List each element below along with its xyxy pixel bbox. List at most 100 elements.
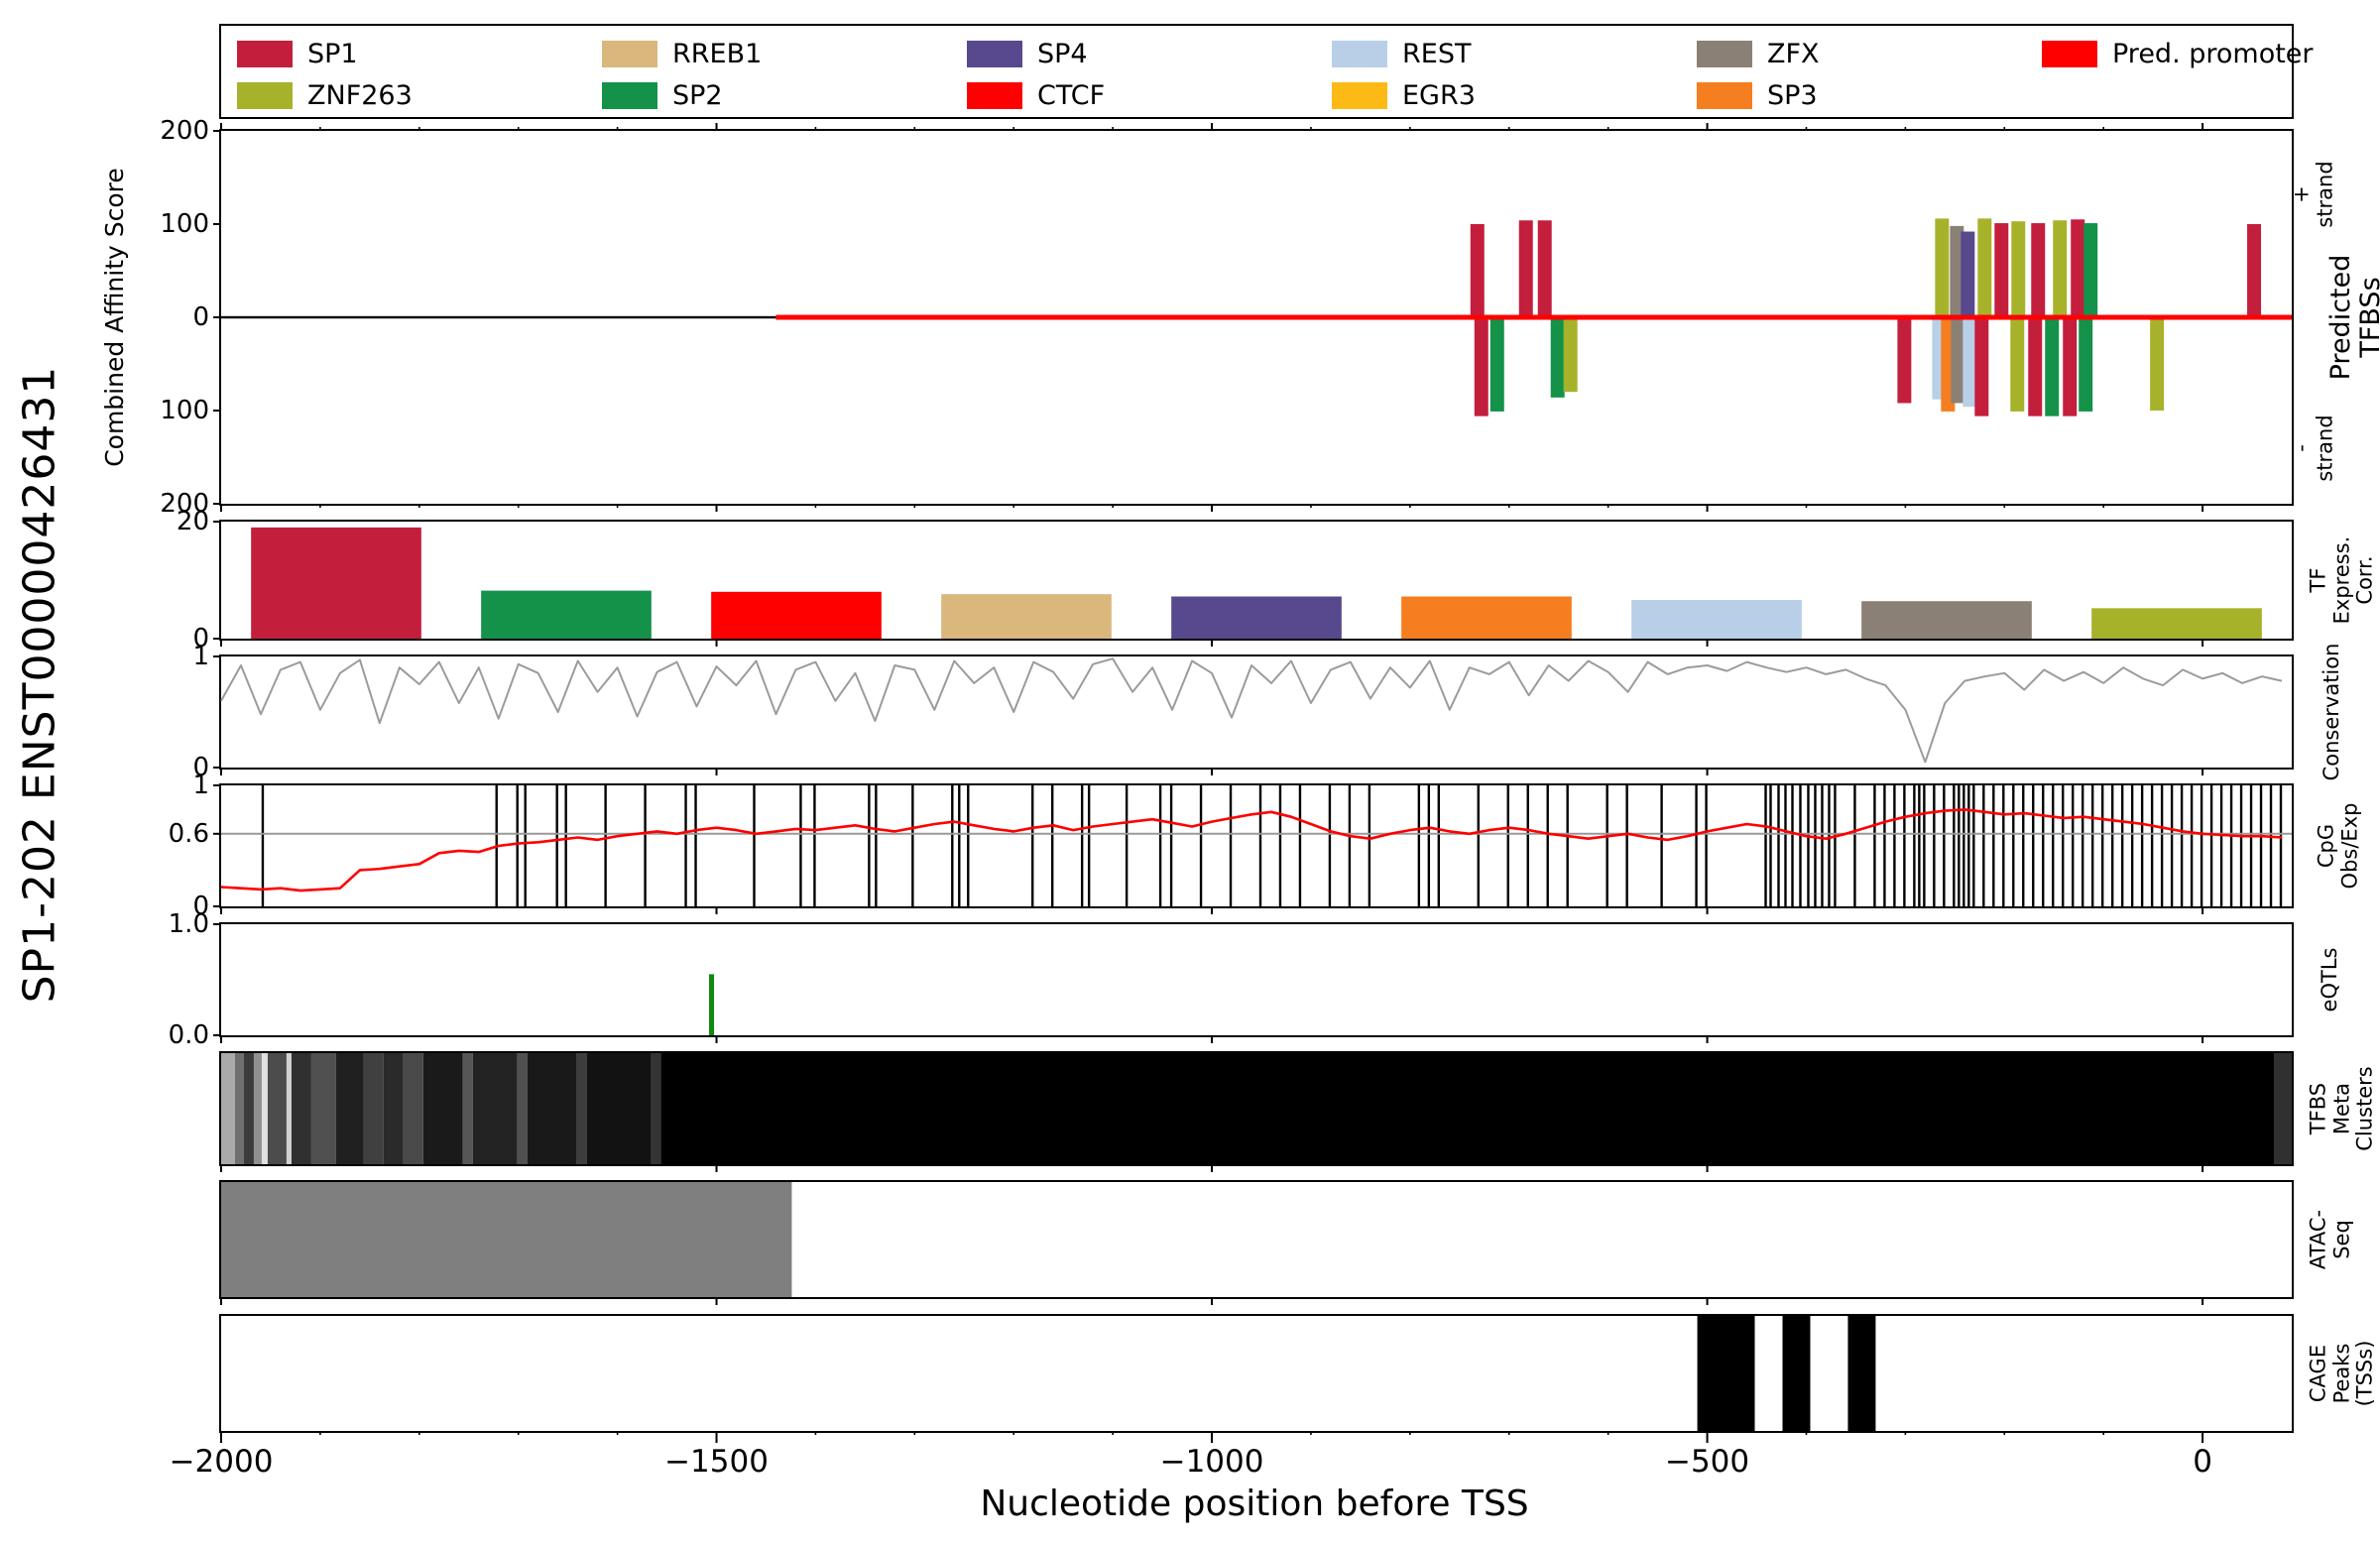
meta-cluster-segment: [335, 1053, 364, 1164]
legend-swatch: [237, 81, 293, 109]
legend-label: CTCF: [1037, 79, 1106, 111]
tfbs-bar-SP2-minus: [1489, 317, 1504, 412]
expr-bar-SP2: [481, 590, 652, 639]
panel-label-tf-express-corr: TF Express. Corr.: [2306, 535, 2377, 625]
meta-cluster-segment: [517, 1053, 528, 1164]
y-tick-label: 0.6: [168, 818, 209, 849]
legend-label: Pred. promoter: [2112, 38, 2314, 69]
meta-cluster-segment: [310, 1053, 336, 1164]
legend-item-SP2: SP2: [602, 77, 723, 113]
tfbs-bar-ZNF263-minus: [2150, 317, 2165, 411]
meta-cluster-segment: [286, 1053, 292, 1164]
plus-strand-label: + strand: [2289, 161, 2336, 228]
legend-swatch: [1697, 40, 1752, 67]
panel-tfbs-meta-clusters: [219, 1051, 2294, 1172]
legend-label: REST: [1402, 38, 1472, 69]
panel-atac-seq: [219, 1180, 2294, 1305]
cage-peak: [1697, 1316, 1755, 1431]
legend-swatch: [1332, 40, 1387, 67]
meta-cluster-segment: [527, 1053, 577, 1164]
x-tick-label: −1500: [664, 1444, 769, 1480]
tfbs-bar-SP1-plus: [2071, 219, 2085, 317]
tfbs-plot: [213, 123, 2292, 512]
y-tick-label: 1: [192, 771, 209, 800]
y-tick-label: 0.0: [168, 1020, 209, 1050]
tfbs-bar-SP1-plus: [1470, 224, 1485, 317]
predicted-promoter-line: [775, 314, 2292, 320]
meta-cluster-segment: [261, 1053, 268, 1164]
legend-item-REST: REST: [1332, 36, 1471, 71]
panel-label-cage-peaks: CAGE Peaks (TSSs): [2306, 1340, 2377, 1407]
panel-label-conservation: Conservation: [2320, 643, 2344, 781]
legend-item-CTCF: CTCF: [967, 77, 1105, 113]
expr-bar-RREB1: [941, 594, 1112, 639]
y-tick-label: 1: [192, 642, 209, 671]
legend-item-ZNF263: ZNF263: [237, 77, 413, 113]
legend-box: SP1 RREB1 SP4 REST ZFX Pred. promoter ZNF263 SP…: [219, 24, 2314, 119]
meta-cluster-segment: [291, 1053, 311, 1164]
tfbs-bar-REST-minus: [1963, 317, 1977, 408]
tfbs-bar-ZNF263-minus: [1563, 317, 1578, 393]
tfbs-bar-ZNF263-minus: [2010, 317, 2025, 412]
panel-label-predicted-tfbs: Predicted TFBSs: [2324, 254, 2380, 381]
expr-bar-CTCF: [711, 591, 882, 639]
meta-cluster-segment: [462, 1053, 473, 1164]
legend-item-RREB1: RREB1: [602, 36, 762, 71]
expr-bar-ZFX: [1861, 601, 2032, 639]
y-tick-label: 0: [192, 753, 209, 782]
legend-label: RREB1: [672, 38, 763, 69]
cage-peak: [1847, 1316, 1876, 1431]
meta-cluster-segment: [472, 1053, 518, 1164]
tfbs-bar-ZNF263-plus: [2053, 220, 2068, 317]
tfbs-bar-SP1-minus: [2028, 317, 2043, 416]
tfbs-bar-SP1-plus: [1994, 223, 2009, 317]
panel-eqtls: [213, 922, 2294, 1043]
cons-plot: [213, 655, 2283, 775]
cpg-obs-exp-line: [220, 808, 2283, 892]
y-tick-label: 0: [192, 891, 209, 921]
legend-item-ZFX: ZFX: [1697, 36, 1820, 71]
x-axis-title: Nucleotide position before TSS: [980, 1484, 1529, 1524]
tfbs-bar-SP1-plus: [2247, 224, 2262, 317]
expr-bar-SP1: [251, 527, 421, 639]
legend-item-SP1: SP1: [237, 36, 358, 71]
legend-label: SP4: [1037, 38, 1088, 69]
x-tick-label: −1000: [1159, 1444, 1264, 1480]
y-tick-label: 1.0: [168, 909, 209, 939]
meta-cluster-segment: [243, 1053, 254, 1164]
panel-conservation: [213, 654, 2294, 775]
x-tick-label: −2000: [169, 1444, 274, 1480]
cage-plot: [220, 1316, 2204, 1443]
tfbs-bar-ZFX-minus: [1951, 317, 1965, 404]
tfbs-bar-SP2-plus: [2083, 223, 2098, 317]
transcript-label: SP1-202 ENST00000426431: [14, 365, 65, 1004]
panel-label-tfbs-meta-clusters: TFBS Meta Clusters: [2306, 1066, 2377, 1151]
legend-swatch: [1332, 81, 1387, 109]
expr-bar-ZNF263: [2091, 608, 2262, 639]
legend-item-Pred-promoter: Pred. promoter: [2042, 36, 2314, 71]
cpg-plot: [213, 784, 2292, 914]
expr-bar-SP4: [1171, 596, 1342, 639]
meta-cluster-segment: [586, 1053, 652, 1164]
legend-item-EGR3: EGR3: [1332, 77, 1476, 113]
meta-cluster-segment: [383, 1053, 404, 1164]
panel-cage-peaks: [219, 1314, 2294, 1443]
tfbs-bar-SP1-minus: [2063, 317, 2078, 416]
meta-cluster-segment: [234, 1053, 244, 1164]
panel-tf-expression-correlation: [213, 520, 2294, 647]
y-tick-label: 20: [176, 507, 209, 536]
tfbs-bar-SP1-plus: [2031, 223, 2046, 317]
panel-label-cpg-obs-exp: CpG Obs/Exp: [2314, 802, 2361, 890]
tfbs-bar-SP4-plus: [1961, 231, 1975, 317]
meta-cluster-segment: [651, 1053, 661, 1164]
tfbs-bar-ZNF263-plus: [1935, 218, 1950, 317]
tfbs-bar-ZNF263-plus: [1977, 218, 1992, 317]
eqtl-bar: [709, 974, 715, 1035]
tfbs-bar-SP1-minus: [1897, 317, 1912, 404]
legend-label: SP3: [1767, 79, 1818, 111]
tfbs-bar-SP1-minus: [1474, 317, 1488, 416]
y-tick-label: 100: [160, 396, 209, 425]
meta-plot: [220, 1053, 2292, 1172]
legend-swatch: [1697, 81, 1752, 109]
